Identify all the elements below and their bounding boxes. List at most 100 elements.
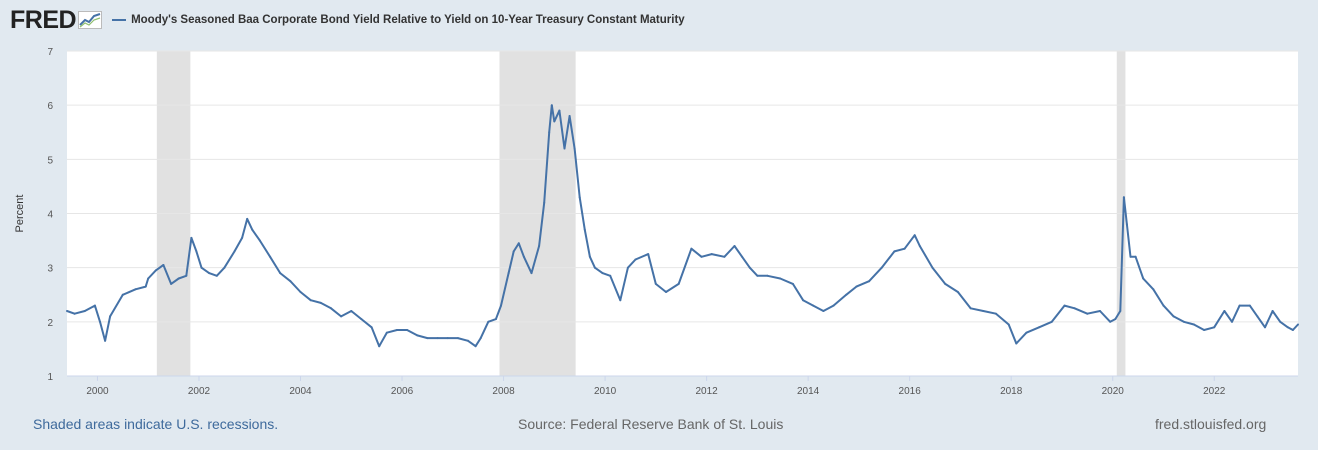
data-point-0-40 bbox=[396, 329, 398, 331]
legend[interactable]: Moody's Seasoned Baa Corporate Bond Yiel… bbox=[112, 14, 685, 26]
data-point-0-25 bbox=[251, 228, 254, 231]
data-point-0-143 bbox=[1297, 323, 1299, 326]
data-point-0-20 bbox=[215, 274, 218, 277]
series-line-0 bbox=[66, 104, 1299, 348]
data-point-0-117 bbox=[1099, 310, 1101, 312]
data-point-0-28 bbox=[279, 272, 282, 275]
data-point-0-57 bbox=[530, 272, 533, 275]
data-point-0-3 bbox=[93, 304, 96, 307]
data-point-0-6 bbox=[109, 315, 112, 318]
data-point-0-29 bbox=[289, 280, 292, 283]
x-tick-label-2002: 2002 bbox=[188, 386, 211, 397]
data-point-0-26 bbox=[258, 239, 261, 242]
source-text: Source: Federal Reserve Bank of St. Loui… bbox=[518, 416, 784, 432]
data-point-0-77 bbox=[654, 282, 657, 285]
data-point-0-79 bbox=[677, 282, 680, 285]
data-point-0-81 bbox=[700, 255, 703, 258]
legend-line-swatch bbox=[112, 19, 127, 21]
data-point-0-126 bbox=[1152, 288, 1155, 291]
data-point-0-69 bbox=[588, 255, 591, 258]
data-point-0-130 bbox=[1192, 323, 1195, 326]
data-point-0-33 bbox=[330, 307, 332, 310]
data-point-0-2 bbox=[83, 310, 86, 312]
data-point-0-42 bbox=[416, 334, 419, 337]
data-point-0-102 bbox=[918, 245, 921, 247]
data-point-0-59 bbox=[543, 201, 546, 204]
data-point-0-31 bbox=[309, 299, 312, 302]
chart-trend-icon bbox=[78, 11, 103, 29]
data-point-0-108 bbox=[995, 312, 997, 315]
data-point-0-65 bbox=[568, 115, 571, 117]
x-tick-label-2016: 2016 bbox=[899, 386, 922, 397]
data-point-0-103 bbox=[931, 266, 934, 269]
data-point-0-118 bbox=[1109, 320, 1112, 323]
data-point-0-13 bbox=[170, 282, 173, 285]
data-point-0-17 bbox=[195, 250, 198, 253]
data-point-0-36 bbox=[360, 318, 363, 321]
data-point-0-134 bbox=[1231, 320, 1233, 323]
x-tick-label-2004: 2004 bbox=[289, 386, 312, 397]
y-tick-label-5: 5 bbox=[47, 155, 53, 166]
data-point-0-116 bbox=[1086, 312, 1089, 315]
recession-note: Shaded areas indicate U.S. recessions. bbox=[33, 416, 279, 432]
data-point-0-120 bbox=[1119, 310, 1122, 312]
data-point-0-88 bbox=[766, 274, 769, 277]
data-point-0-53 bbox=[507, 272, 510, 275]
data-point-0-83 bbox=[723, 255, 726, 258]
data-point-0-64 bbox=[563, 147, 566, 150]
y-tick-label-1: 1 bbox=[47, 372, 53, 383]
data-point-0-12 bbox=[162, 264, 165, 266]
data-point-0-129 bbox=[1182, 320, 1185, 323]
data-point-0-68 bbox=[583, 228, 586, 231]
data-point-0-123 bbox=[1129, 255, 1132, 258]
data-point-0-55 bbox=[517, 242, 520, 245]
fred-url-link[interactable]: fred.stlouisfed.org bbox=[1155, 416, 1267, 432]
data-point-0-11 bbox=[154, 269, 157, 272]
data-point-0-1 bbox=[73, 312, 76, 315]
data-point-0-16 bbox=[190, 236, 193, 239]
data-point-0-4 bbox=[99, 320, 101, 323]
data-point-0-52 bbox=[500, 304, 502, 307]
x-tick-label-2022: 2022 bbox=[1203, 386, 1226, 397]
data-point-0-95 bbox=[845, 293, 848, 296]
data-point-0-56 bbox=[522, 255, 525, 258]
data-point-0-49 bbox=[479, 337, 482, 340]
data-point-0-122 bbox=[1125, 223, 1128, 226]
data-point-0-128 bbox=[1172, 315, 1175, 318]
data-point-0-35 bbox=[350, 310, 353, 312]
data-point-0-125 bbox=[1142, 277, 1145, 280]
data-point-0-61 bbox=[550, 104, 553, 107]
fred-logo[interactable]: FRED bbox=[10, 5, 103, 35]
data-point-0-110 bbox=[1015, 342, 1018, 345]
data-point-0-63 bbox=[558, 109, 561, 112]
data-point-0-141 bbox=[1286, 326, 1289, 329]
data-point-0-105 bbox=[956, 291, 959, 293]
data-point-0-30 bbox=[299, 291, 302, 293]
logo-text: FRED bbox=[10, 5, 77, 34]
data-point-0-0 bbox=[66, 310, 68, 312]
x-tick-label-2006: 2006 bbox=[391, 386, 414, 397]
data-point-0-14 bbox=[177, 277, 180, 280]
data-point-0-38 bbox=[378, 345, 381, 348]
data-point-0-104 bbox=[944, 282, 947, 285]
y-tick-label-2: 2 bbox=[47, 318, 53, 329]
data-point-0-97 bbox=[868, 280, 871, 283]
data-point-0-21 bbox=[223, 266, 226, 269]
data-point-0-99 bbox=[893, 250, 896, 253]
data-point-0-32 bbox=[319, 301, 322, 304]
data-point-0-19 bbox=[208, 272, 211, 275]
data-point-0-98 bbox=[880, 266, 883, 269]
series-title: Moody's Seasoned Baa Corporate Bond Yiel… bbox=[131, 14, 685, 26]
x-tick-label-2014: 2014 bbox=[797, 386, 820, 397]
data-point-0-135 bbox=[1238, 304, 1241, 307]
data-point-0-112 bbox=[1038, 326, 1041, 329]
y-tick-label-3: 3 bbox=[47, 264, 53, 275]
data-point-0-50 bbox=[487, 320, 490, 323]
data-point-0-23 bbox=[241, 236, 244, 239]
data-point-0-67 bbox=[578, 196, 581, 199]
data-point-0-90 bbox=[791, 282, 794, 285]
data-point-0-84 bbox=[733, 245, 736, 247]
data-point-0-10 bbox=[147, 277, 150, 280]
y-tick-label-6: 6 bbox=[47, 101, 53, 112]
